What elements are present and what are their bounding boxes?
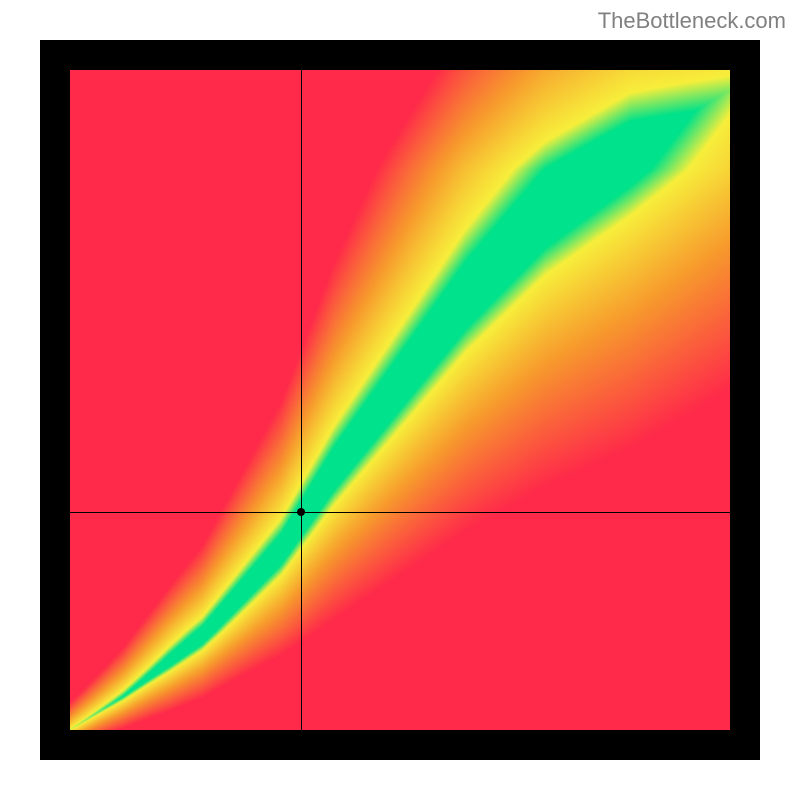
heatmap-plot — [70, 70, 730, 730]
marker-dot — [297, 508, 305, 516]
heatmap-canvas — [70, 70, 730, 730]
plot-frame — [40, 40, 760, 760]
figure-container: TheBottleneck.com — [0, 0, 800, 800]
crosshair-horizontal — [70, 512, 730, 513]
crosshair-vertical — [301, 70, 302, 730]
watermark-text: TheBottleneck.com — [598, 8, 786, 34]
